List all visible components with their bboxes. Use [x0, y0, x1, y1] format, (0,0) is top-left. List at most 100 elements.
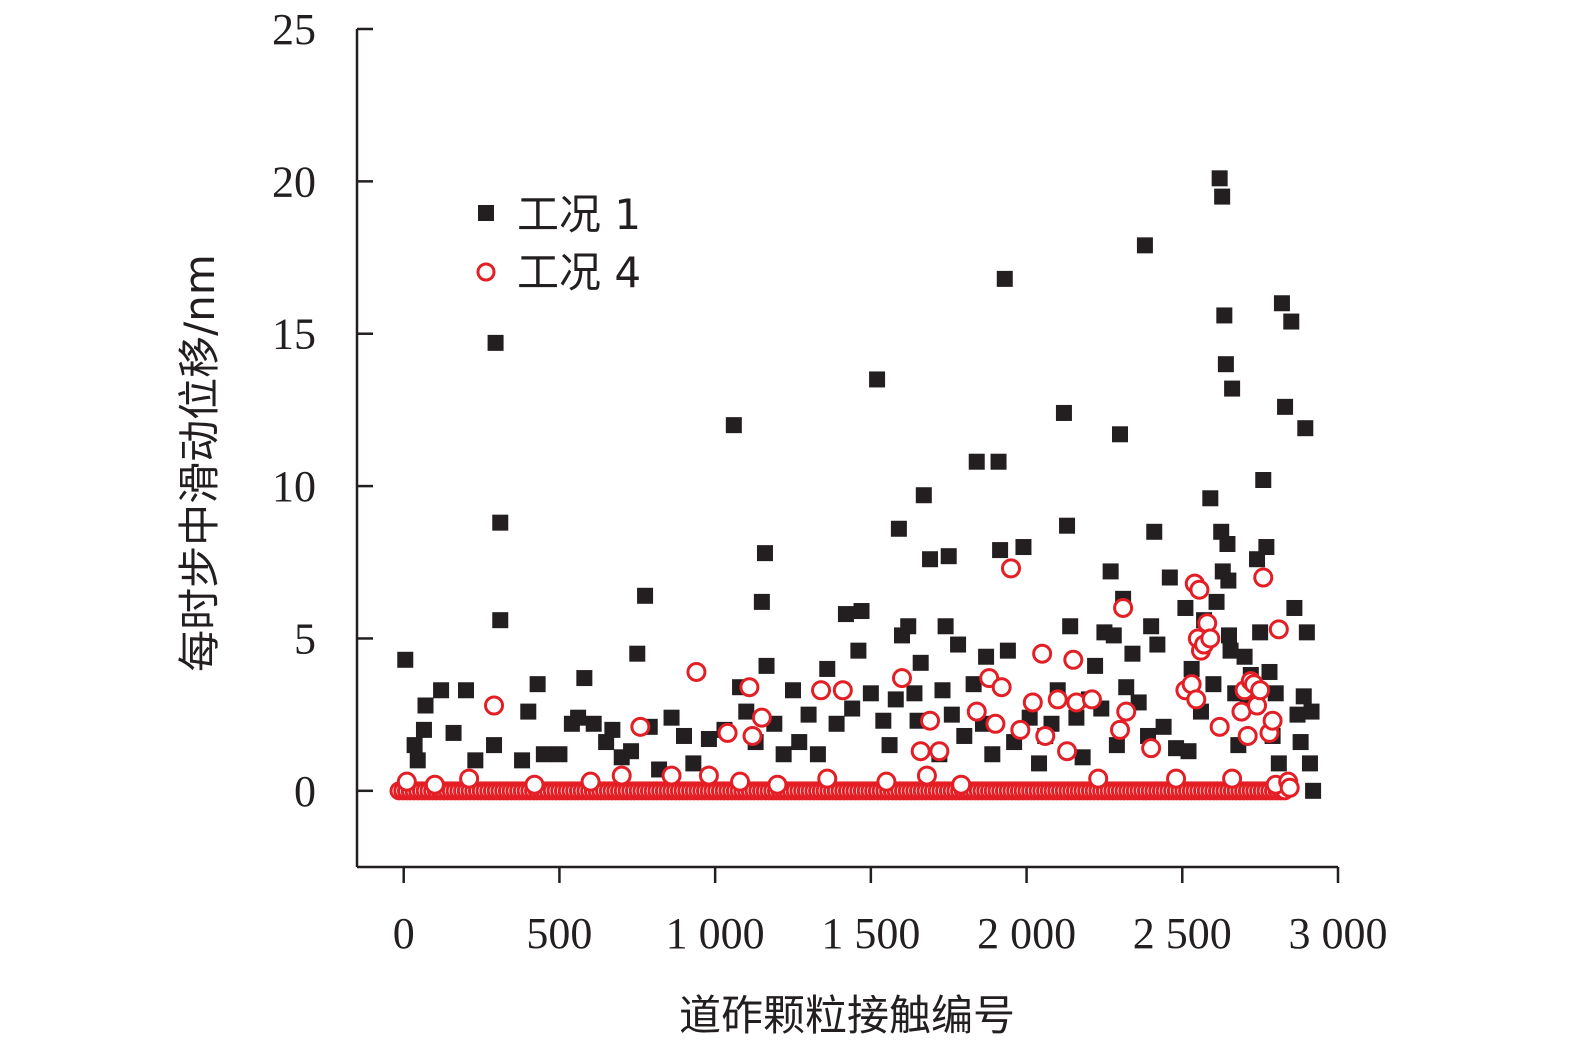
series-2-point [1001, 558, 1021, 579]
x-tick-label: 2 000 [977, 909, 1076, 958]
series-1-point [828, 715, 845, 732]
series-1-point [1068, 709, 1085, 726]
series-2-point [1209, 716, 1230, 737]
series-1-point [1213, 523, 1230, 540]
series-2-point [698, 765, 719, 786]
series-1-point [529, 676, 546, 693]
series-1-point [999, 642, 1016, 659]
series-1-point [1105, 627, 1122, 644]
series-2-point [985, 713, 1006, 734]
series-1-point [1303, 703, 1320, 720]
series-1-point [937, 618, 954, 635]
series-2-point [916, 765, 937, 786]
series-1-point [535, 746, 552, 763]
series-1-point [623, 743, 640, 760]
series-1-point [853, 603, 870, 620]
series-2-point [611, 765, 632, 786]
series-1-point [409, 752, 426, 769]
series-1-point [445, 724, 462, 741]
series-1-point [837, 606, 854, 623]
series-1-point [758, 657, 775, 674]
series-1-point [1221, 627, 1237, 644]
series-1-point [1031, 755, 1048, 772]
series-1-point [576, 670, 593, 687]
series-2-point [1081, 689, 1102, 710]
series-1-point [968, 453, 985, 470]
series-2-point [739, 677, 760, 698]
series-1-point [637, 587, 654, 604]
series-1-point [1222, 642, 1239, 659]
series-2-point [811, 680, 832, 701]
series-1-point [1255, 471, 1272, 488]
series-1-point [900, 618, 917, 635]
series-1-point [915, 487, 932, 504]
series-1-point [1143, 618, 1160, 635]
series-1-point [1217, 356, 1234, 373]
series-1-point [965, 676, 982, 693]
series-1-point [514, 752, 531, 769]
series-1-point [1168, 740, 1185, 757]
legend-marker-series-1 [478, 205, 494, 221]
series-1-point [1289, 706, 1306, 723]
series-2-point [580, 771, 601, 792]
series-1-point [922, 551, 939, 568]
series-1-point [1216, 307, 1233, 324]
series-1-point [685, 755, 702, 772]
legend-marker-series-2 [476, 262, 496, 282]
series-1-point [1236, 648, 1253, 665]
series-1-point [585, 715, 602, 732]
series-1-point [1118, 679, 1135, 696]
series-2-point [892, 668, 912, 689]
series-2-point [951, 774, 972, 795]
series-1-point [940, 548, 957, 565]
series-1-point [725, 417, 742, 434]
series-2-point [630, 716, 651, 737]
series-1-point [875, 712, 892, 729]
legend-label-series-1: 工况 1 [517, 190, 641, 239]
series-1-point [598, 734, 615, 751]
series-1-point [1124, 645, 1141, 662]
series-1-point [1149, 636, 1166, 653]
series-1-point [844, 700, 861, 717]
series-1-point [890, 520, 907, 537]
series-1-point [862, 685, 879, 702]
series-1-point [1292, 734, 1309, 751]
series-2-point [661, 765, 682, 786]
series-1-point [791, 734, 808, 751]
series-1-point [604, 721, 621, 738]
series-2-point [1088, 768, 1109, 789]
series-1-point [934, 682, 951, 699]
series-1-point [700, 731, 717, 748]
series-1-point [1087, 657, 1104, 674]
series-1-point [984, 746, 1001, 763]
y-tick-label: 0 [294, 767, 316, 816]
series-1-points [397, 170, 1322, 799]
x-axis-title: 道砟颗粒接触编号 [679, 991, 1015, 1040]
y-tick-label: 20 [272, 157, 316, 206]
series-1-point [487, 334, 504, 351]
x-tick-label: 0 [393, 909, 415, 958]
series-1-point [869, 371, 886, 388]
series-1-point [1286, 599, 1303, 616]
series-2-point [920, 710, 941, 731]
series-1-point [663, 709, 680, 726]
y-tick-label: 10 [272, 462, 316, 511]
series-1-point [1055, 404, 1072, 421]
series-1-point [467, 752, 484, 769]
series-1-point [1062, 618, 1079, 635]
series-1-point [1270, 755, 1287, 772]
series-1-point [1211, 170, 1228, 187]
axes: 0 500 1 000 1 500 2 000 2 500 3 000 0 5 10 15 20 25 [272, 5, 1388, 958]
series-2-point [991, 677, 1012, 698]
y-tick-label: 25 [272, 5, 316, 54]
series-1-point [417, 697, 434, 714]
series-1-point [978, 648, 995, 665]
series-1-point [1298, 624, 1315, 641]
series-1-point [1155, 718, 1172, 735]
x-tick-label: 3 000 [1289, 909, 1388, 958]
series-2-point [1253, 567, 1274, 588]
series-1-point [1267, 685, 1284, 702]
series-2-point [1022, 692, 1043, 713]
y-tick-label: 15 [272, 310, 316, 359]
series-2-point [1010, 719, 1031, 740]
